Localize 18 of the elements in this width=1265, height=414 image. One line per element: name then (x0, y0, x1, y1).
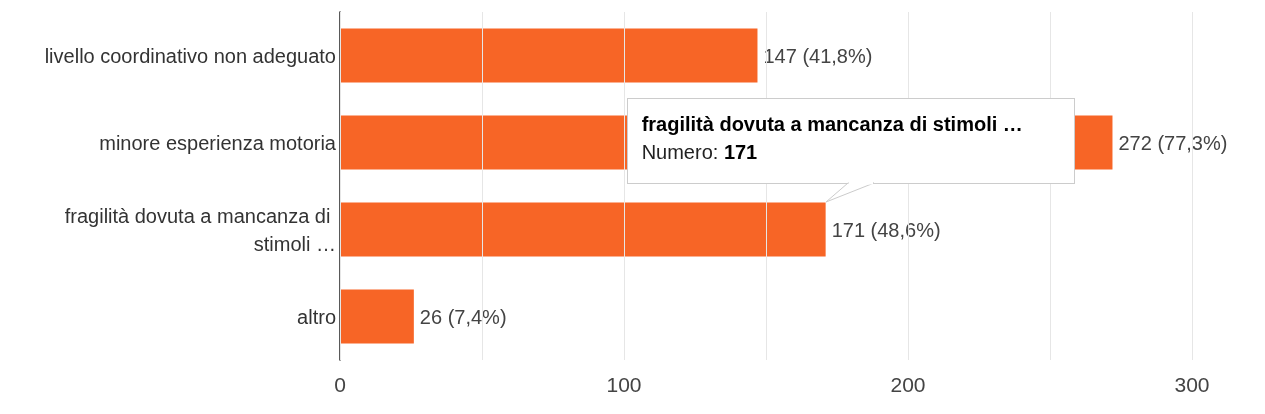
y-tick-label: minore esperienza motoria (99, 131, 337, 154)
bar (340, 289, 414, 344)
y-tick-label: fragilità dovuta a mancanza di stimoli … (64, 204, 336, 255)
x-tick-label: 0 (334, 373, 346, 396)
data-label: 171 (48,6%) (831, 218, 941, 241)
tooltip: fragilità dovuta a mancanza di stimoli … Numero: 171 (626, 97, 1075, 202)
y-tick-label: altro (297, 305, 336, 328)
x-tick-label: 300 (1174, 373, 1210, 396)
x-tick-label: 100 (606, 373, 642, 396)
data-label: 26 (7,4%) (419, 305, 507, 328)
bar (340, 202, 826, 257)
annotation: Numero: 171 (641, 140, 758, 163)
data-label: 272 (77,3%) (1118, 131, 1228, 154)
bar (340, 28, 758, 83)
data-label: 147 (41,8%) (763, 44, 873, 67)
x-tick-label: 200 (890, 373, 926, 396)
y-tick-label: livello coordinativo non adeguato (44, 44, 336, 67)
annotation: fragilità dovuta a mancanza di stimoli … (641, 111, 1023, 137)
